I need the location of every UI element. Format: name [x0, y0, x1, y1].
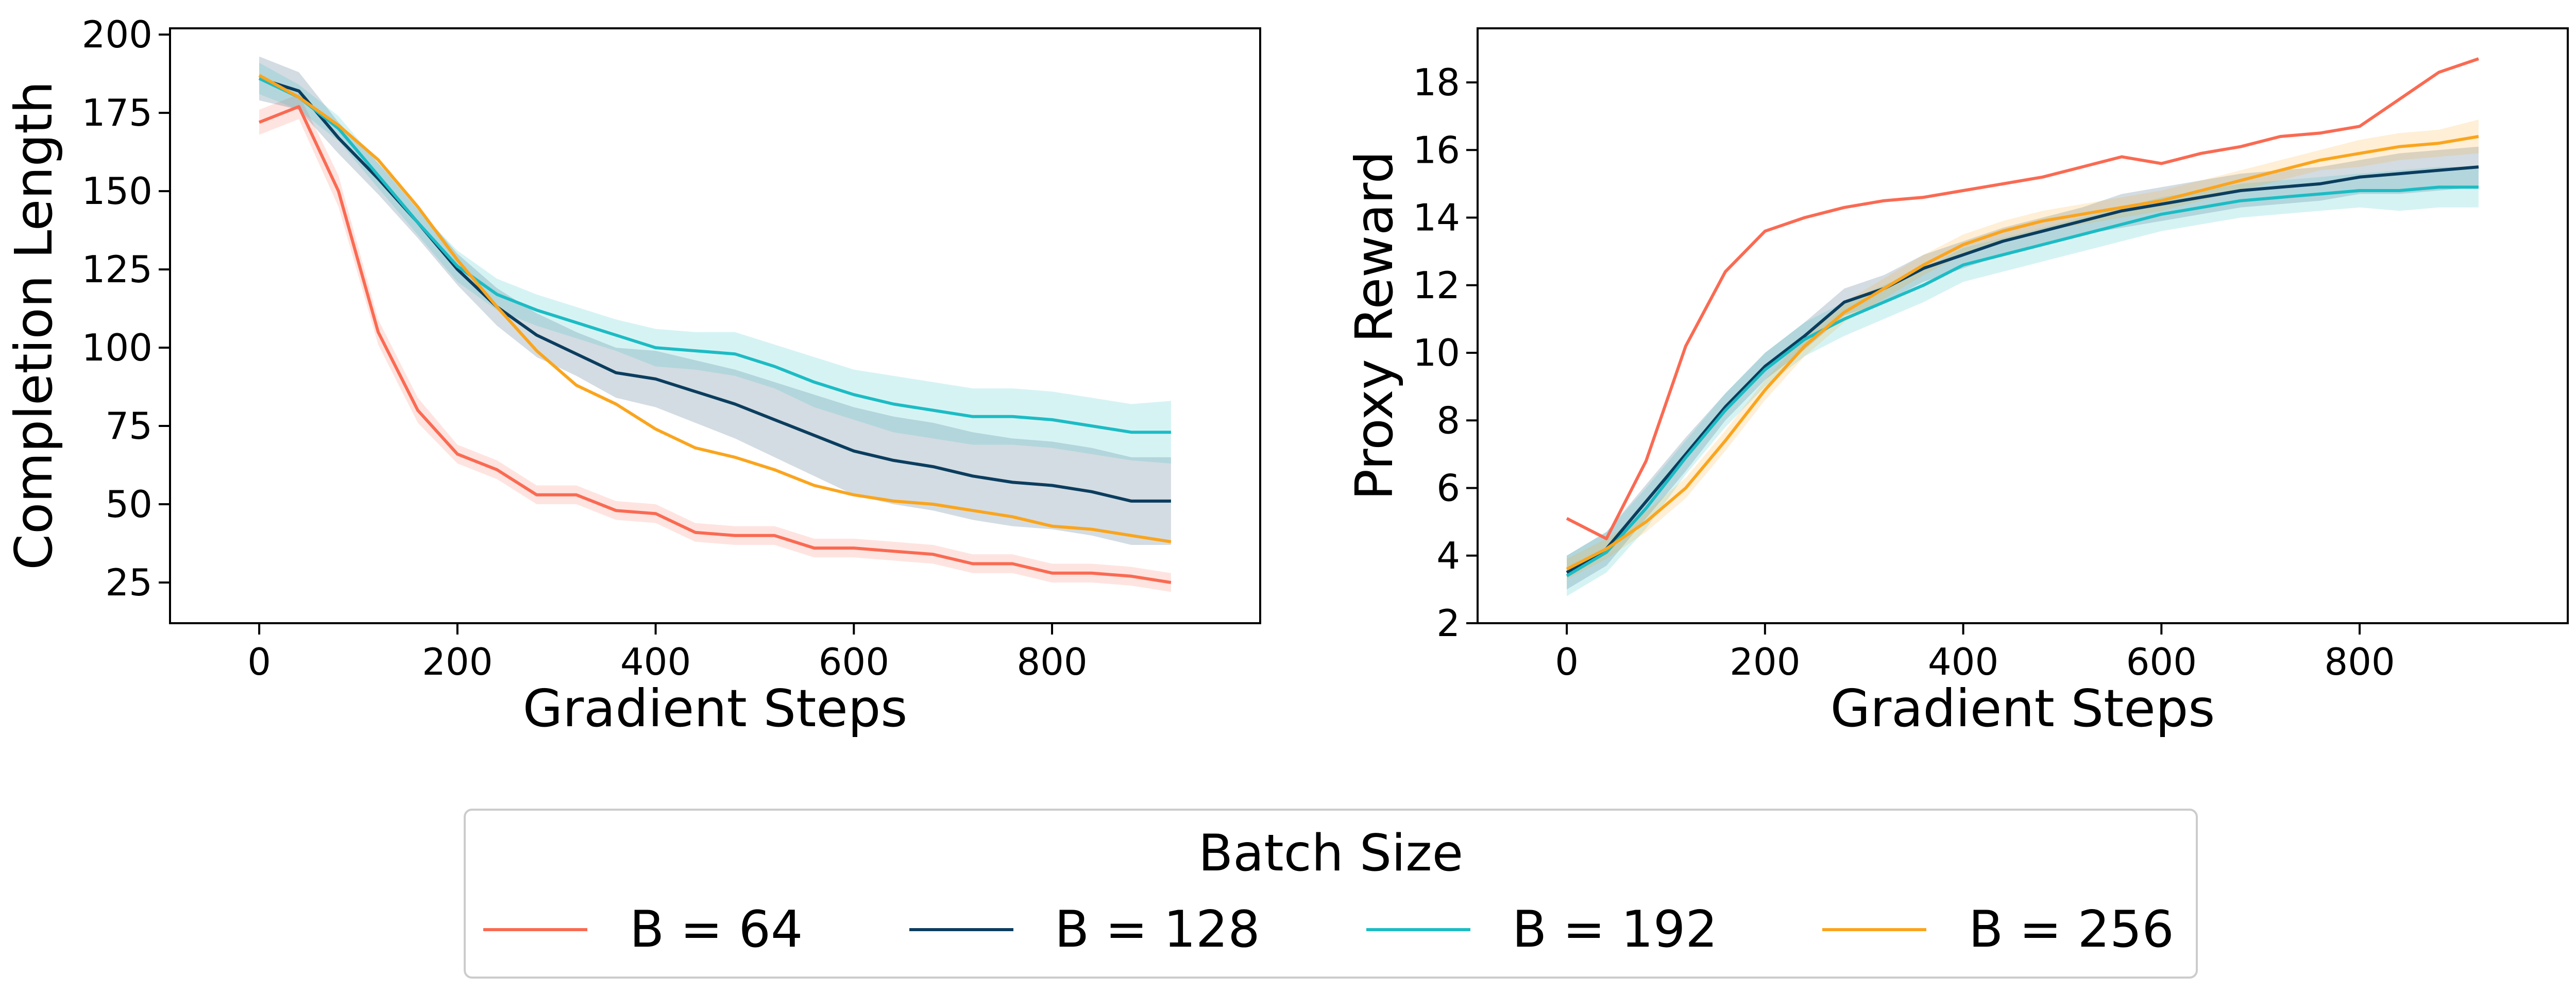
series-lines: [258, 74, 1172, 584]
y-tick-label: 75: [105, 404, 152, 448]
confidence-bands: [259, 56, 1171, 592]
axis-ticks: 0 200 400 600 800 25 50 75 100 125 150 175 200: [82, 13, 1088, 683]
legend-title: Batch Size: [1198, 824, 1463, 883]
x-axis-label: Gradient Steps: [1831, 678, 2215, 739]
band-b-128: [1567, 146, 2479, 590]
legend-entry-b64: B = 64: [483, 900, 803, 959]
y-tick-label: 12: [1413, 264, 1460, 307]
y-tick-label: 150: [82, 169, 152, 213]
y-tick-label: 10: [1413, 331, 1460, 374]
x-axis-label: Gradient Steps: [523, 678, 908, 739]
line-b-192: [1566, 185, 2479, 577]
proxy-reward-chart: 0 200 400 600 800 2 4 6 8 10 12 14 16 18 Gradient Ste…: [1344, 27, 2569, 739]
legend-label: B = 256: [1969, 900, 2174, 959]
y-tick-label: 175: [82, 91, 152, 134]
y-tick-label: 200: [82, 13, 152, 56]
line-b-256: [1566, 135, 2479, 571]
line-b-64: [258, 105, 1172, 584]
x-tick-label: 0: [247, 640, 271, 683]
band-b-128: [259, 56, 1171, 545]
x-tick-label: 400: [1928, 640, 1998, 683]
legend-entry-b256: B = 256: [1822, 900, 2174, 959]
line-b-128: [1566, 165, 2479, 574]
x-tick-label: 200: [422, 640, 493, 683]
y-tick-label: 100: [82, 326, 152, 369]
x-tick-label: 400: [620, 640, 691, 683]
y-tick-label: 2: [1436, 602, 1460, 645]
y-tick-label: 18: [1413, 61, 1460, 104]
x-tick-label: 0: [1555, 640, 1579, 683]
y-tick-label: 50: [105, 483, 152, 526]
legend-label: B = 128: [1055, 900, 1260, 959]
y-tick-label: 8: [1436, 399, 1460, 442]
y-tick-label: 6: [1436, 467, 1460, 510]
y-tick-label: 125: [82, 248, 152, 291]
legend-box: [464, 809, 2198, 979]
completion-length-chart: 0 200 400 600 800 25 50 75 100 125 150 175 200 Gradi…: [4, 13, 1261, 739]
x-tick-label: 800: [2324, 640, 2395, 683]
plot-frame: [1477, 27, 2569, 624]
legend-label: B = 192: [1512, 900, 1718, 959]
x-tick-label: 600: [2126, 640, 2197, 683]
x-tick-label: 200: [1730, 640, 1800, 683]
y-tick-label: 14: [1413, 196, 1460, 239]
y-tick-label: 25: [105, 561, 152, 604]
legend: Batch Size B = 64 B = 128 B = 192 B = 25…: [464, 809, 2198, 979]
x-tick-label: 600: [819, 640, 889, 683]
y-axis-label: Completion Length: [4, 81, 64, 570]
line-b-64: [1566, 57, 2479, 540]
x-tick-label: 800: [1016, 640, 1087, 683]
y-tick-label: 16: [1413, 128, 1460, 172]
plot-frame: [169, 27, 1261, 624]
legend-entry-b192: B = 192: [1366, 900, 1718, 959]
series-lines: [1566, 57, 2479, 577]
legend-entry-b128: B = 128: [909, 900, 1260, 959]
y-axis-label: Proxy Reward: [1344, 151, 1404, 500]
axis-ticks: 0 200 400 600 800 2 4 6 8 10 12 14 16 18: [1413, 61, 2395, 683]
line-b-256: [258, 74, 1172, 543]
legend-label: B = 64: [630, 900, 803, 959]
y-tick-label: 4: [1436, 534, 1460, 577]
line-b-192: [258, 77, 1171, 434]
